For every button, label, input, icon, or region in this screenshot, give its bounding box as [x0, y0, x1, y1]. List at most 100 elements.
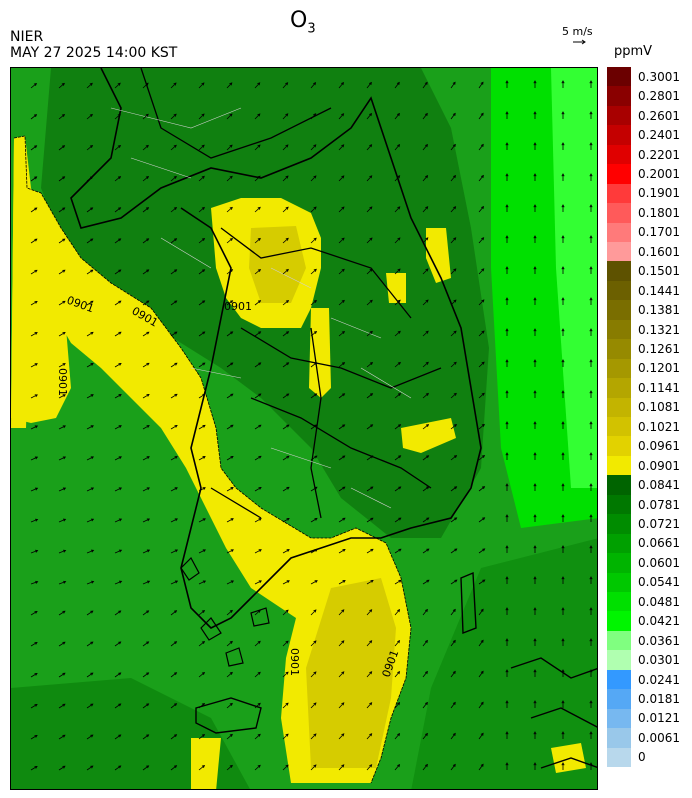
wind-arrow — [450, 237, 457, 244]
wind-arrow-head — [258, 331, 262, 335]
wind-arrow — [450, 579, 458, 585]
wind-arrow-head — [561, 390, 565, 394]
wind-arrow — [142, 425, 150, 430]
wind-arrow — [226, 672, 233, 678]
wind-arrow-head — [533, 328, 537, 332]
legend-tick-label: 0.2401 — [638, 128, 680, 143]
wind-arrow — [170, 487, 178, 492]
wind-arrow — [30, 487, 38, 492]
species-symbol: O — [290, 8, 308, 33]
legend-swatch — [607, 397, 631, 418]
wind-arrow — [394, 113, 400, 120]
wind-arrow — [310, 424, 317, 430]
wind-arrow-head — [453, 330, 457, 334]
legend-tick-label: 0.1381 — [638, 303, 680, 318]
wind-arrow-head — [201, 269, 206, 273]
wind-arrow-head — [34, 332, 38, 335]
wind-arrow — [198, 580, 206, 585]
wind-arrow-head — [285, 300, 290, 304]
wind-arrow-head — [146, 456, 150, 460]
wind-arrow-head — [62, 703, 66, 707]
wind-arrow-head — [342, 424, 346, 428]
wind-arrow-head — [505, 762, 509, 766]
wind-arrow-head — [453, 455, 458, 459]
wind-arrow — [254, 455, 262, 461]
wind-arrow-head — [480, 112, 484, 116]
wind-arrow-head — [397, 299, 401, 303]
wind-arrow-head — [589, 235, 593, 239]
wind-arrow — [30, 207, 37, 213]
wind-arrow — [422, 82, 428, 89]
wind-arrow — [394, 331, 401, 337]
wind-arrow-head — [397, 330, 401, 334]
wind-arrow-head — [89, 145, 94, 149]
wind-arrow-head — [481, 361, 485, 365]
wind-arrow-head — [452, 81, 456, 85]
wind-arrow-head — [118, 456, 122, 460]
wind-arrow-head — [257, 82, 261, 86]
legend-tick-label: 0.0481 — [638, 594, 680, 609]
wind-arrow — [198, 144, 205, 151]
wind-arrow-head — [313, 113, 317, 117]
wind-arrow — [58, 641, 66, 647]
wind-arrow — [450, 424, 457, 430]
wind-arrow — [310, 609, 317, 616]
wind-arrow — [58, 269, 66, 275]
wind-arrow-head — [34, 703, 38, 707]
wind-arrow-head — [341, 237, 345, 241]
wind-arrow-head — [174, 580, 179, 584]
wind-arrow-head — [146, 734, 150, 738]
wind-arrow — [366, 548, 374, 554]
wind-arrow-head — [229, 82, 233, 86]
wind-arrow — [338, 486, 346, 492]
wind-arrow-head — [285, 764, 289, 768]
wind-arrow-head — [146, 610, 150, 614]
wind-arrow-head — [313, 702, 317, 706]
wind-arrow-head — [118, 238, 122, 242]
wind-arrow — [114, 549, 122, 554]
wind-arrow — [114, 765, 121, 771]
wind-arrow — [86, 300, 94, 306]
wind-arrow-head — [202, 549, 207, 553]
wind-arrow — [254, 518, 262, 523]
wind-arrow — [310, 486, 318, 492]
wind-arrow — [86, 176, 93, 182]
wind-arrow — [282, 331, 289, 337]
wind-arrow — [282, 702, 289, 709]
wind-arrow — [366, 580, 374, 585]
wind-arrow-head — [118, 580, 123, 584]
wind-arrow-head — [89, 176, 94, 180]
legend-tick-label: 0.1021 — [638, 419, 680, 434]
wind-arrow — [142, 82, 149, 89]
legend-tick-label: 0.1901 — [638, 186, 680, 201]
wind-arrow — [310, 640, 317, 647]
wind-arrow-head — [35, 580, 39, 584]
wind-arrow — [58, 176, 65, 182]
wind-arrow-head — [533, 576, 537, 580]
wind-arrow — [422, 671, 428, 678]
wind-arrow — [338, 640, 345, 647]
wind-arrow — [142, 176, 149, 182]
wind-arrow — [478, 361, 485, 368]
wind-arrow-head — [561, 266, 565, 270]
wind-arrow — [478, 702, 484, 709]
wind-arrow — [310, 206, 317, 213]
wind-arrow — [394, 609, 400, 616]
wind-arrow-head — [90, 269, 94, 273]
wind-arrow-head — [505, 452, 509, 456]
wind-arrow — [478, 268, 485, 275]
wind-arrow-head — [452, 732, 456, 736]
wind-arrow — [58, 207, 65, 213]
wind-arrow — [142, 641, 149, 647]
wind-arrow-head — [258, 518, 262, 521]
wind-arrow-head — [202, 456, 206, 459]
wind-arrow-head — [34, 300, 38, 304]
wind-arrow-head — [342, 517, 346, 521]
wind-arrow-head — [452, 701, 456, 705]
wind-arrow-head — [424, 701, 428, 706]
wind-arrow-head — [480, 701, 484, 705]
wind-arrow-head — [257, 300, 262, 304]
wind-arrow-head — [257, 640, 261, 644]
central-plume — [309, 308, 331, 398]
wind-arrow — [282, 144, 289, 151]
